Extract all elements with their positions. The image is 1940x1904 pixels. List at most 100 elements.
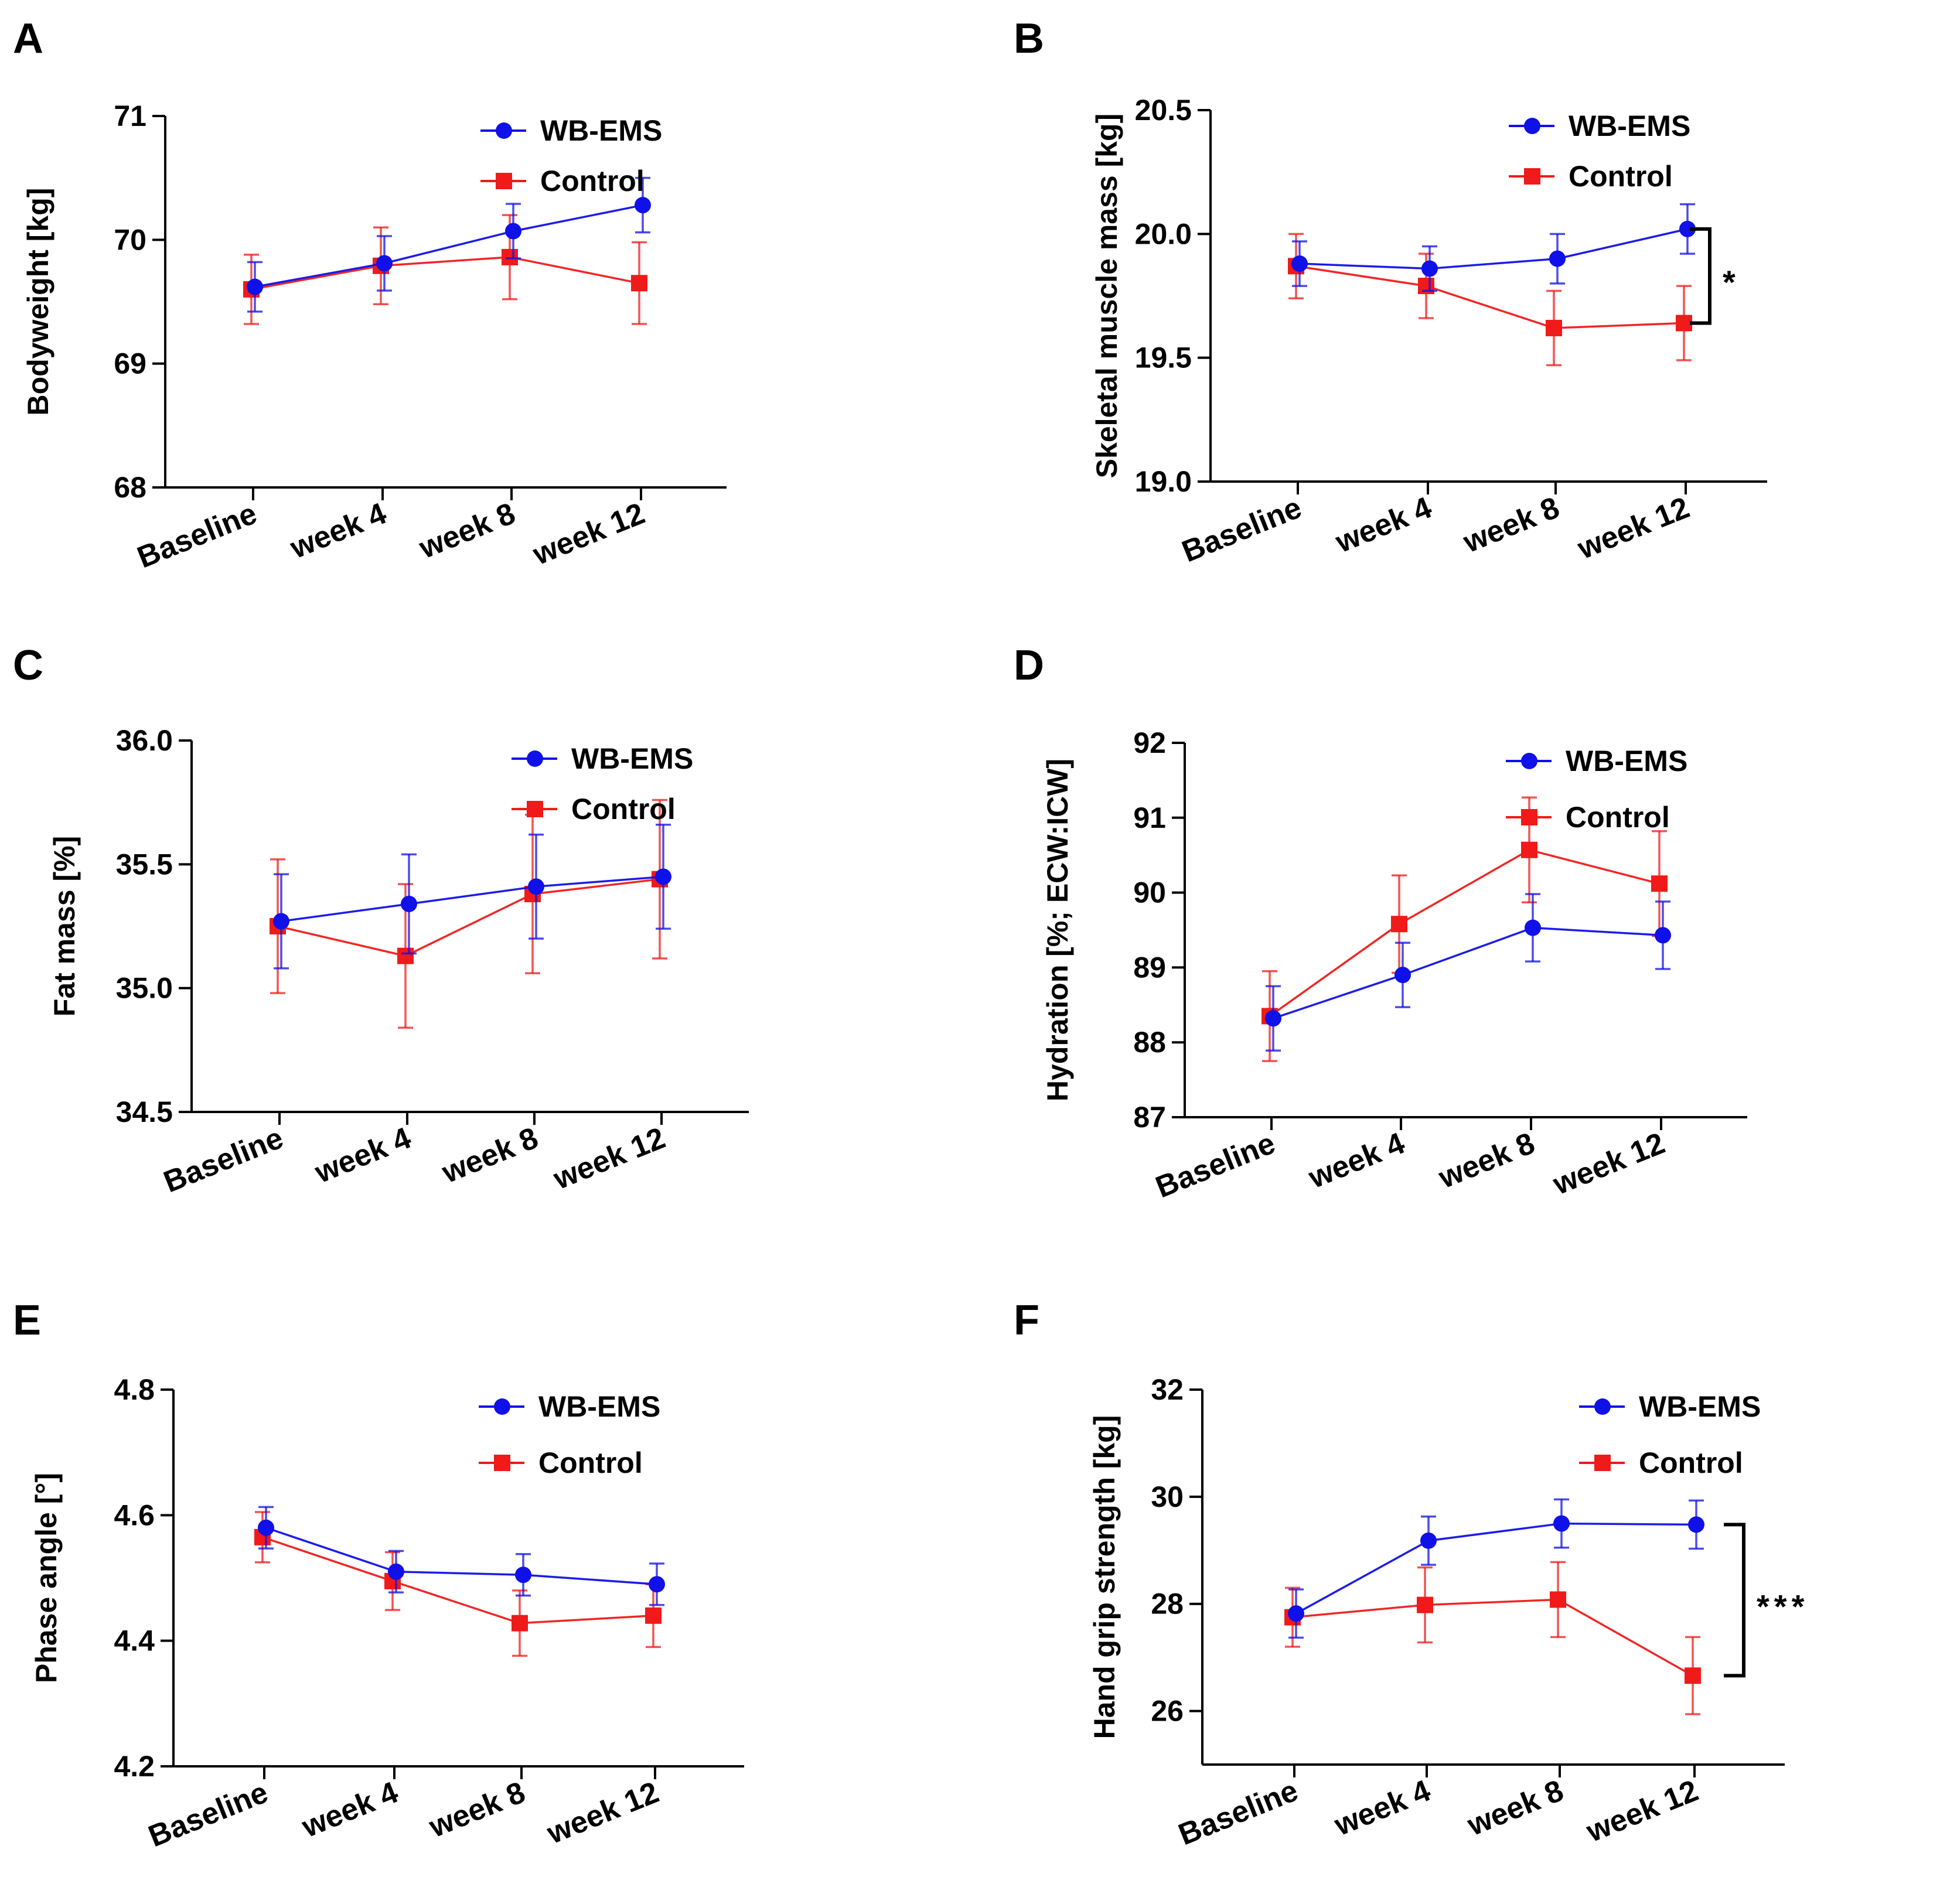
legend: WB-EMS Control xyxy=(512,742,693,825)
legend: WB-EMS Control xyxy=(480,114,662,197)
panel-label: C xyxy=(13,642,43,689)
series-control xyxy=(1288,233,1692,367)
series-line xyxy=(1295,265,1685,329)
x-tick-label: week 4 xyxy=(1331,490,1437,559)
panel-label: F xyxy=(1014,1297,1039,1344)
panel-d: D 87 88 89 90 91 92 Hydration [%; ECW:ICW] Basel… xyxy=(1014,642,1747,1204)
y-tick-label: 20.0 xyxy=(1135,217,1192,250)
y-tick-label: 34.5 xyxy=(116,1096,173,1128)
legend-marker xyxy=(527,750,543,767)
y-axis-title: Phase angle [°] xyxy=(30,1473,63,1683)
data-point xyxy=(1525,919,1541,936)
data-point xyxy=(247,278,263,295)
series-line xyxy=(1299,228,1688,270)
y-tick-label: 69 xyxy=(114,347,146,380)
legend-label: Control xyxy=(571,793,676,825)
series-control xyxy=(1284,1561,1701,1715)
data-point xyxy=(1265,1010,1281,1027)
data-point xyxy=(655,868,671,885)
bracket-line xyxy=(1690,227,1711,325)
series-control xyxy=(243,214,647,325)
x-tick-label: week 12 xyxy=(1573,490,1694,566)
data-point xyxy=(397,947,414,964)
panel-label: B xyxy=(1014,15,1044,62)
data-point xyxy=(273,913,289,930)
y-tick-label: 68 xyxy=(114,471,146,504)
significance-label: * xyxy=(1723,264,1740,301)
x-tick-label: week 4 xyxy=(285,496,391,565)
data-point xyxy=(1288,1605,1304,1622)
legend-label: WB-EMS xyxy=(571,742,693,775)
legend-label: WB-EMS xyxy=(1639,1390,1761,1423)
data-point xyxy=(1655,927,1671,944)
x-tick-label: Baseline xyxy=(1177,490,1306,569)
data-point xyxy=(635,197,651,214)
legend-marker xyxy=(1524,168,1540,185)
data-point xyxy=(645,1607,662,1624)
series-wb-ems xyxy=(258,1506,665,1606)
y-tick-label: 28 xyxy=(1151,1588,1184,1620)
series-wb-ems xyxy=(1291,203,1696,292)
y-tick-label: 88 xyxy=(1133,1026,1166,1059)
x-tick-label: Baseline xyxy=(1174,1773,1303,1852)
x-tick-label: week 8 xyxy=(1462,1773,1569,1842)
legend-marker xyxy=(494,1398,510,1415)
series-line xyxy=(254,204,643,288)
y-tick-label: 4.4 xyxy=(114,1625,155,1657)
legend-marker xyxy=(496,173,512,189)
legend-label: WB-EMS xyxy=(1569,110,1690,142)
data-point xyxy=(1395,967,1411,984)
x-tick-label: week 4 xyxy=(1304,1126,1410,1195)
x-tick-label: week 8 xyxy=(424,1775,530,1844)
series-wb-ems xyxy=(247,176,651,313)
y-axis-title: Hydration [%; ECW:ICW] xyxy=(1041,759,1074,1101)
x-tick-label: Baseline xyxy=(144,1775,272,1854)
series-wb-ems xyxy=(1265,893,1671,1052)
series-line xyxy=(1295,1522,1697,1615)
y-tick-label: 19.5 xyxy=(1135,342,1192,374)
legend-marker xyxy=(494,1455,510,1471)
x-tick-label: week 12 xyxy=(542,1775,664,1851)
x-tick-label: Baseline xyxy=(132,496,261,575)
data-point xyxy=(502,248,518,265)
data-point xyxy=(258,1519,274,1536)
y-tick-label: 20.5 xyxy=(1135,94,1192,127)
y-tick-label: 30 xyxy=(1151,1480,1184,1513)
y-tick-label: 4.2 xyxy=(114,1750,155,1783)
data-point xyxy=(515,1567,531,1584)
y-tick-label: 87 xyxy=(1133,1101,1166,1134)
data-point xyxy=(1553,1515,1570,1532)
series-wb-ems xyxy=(1288,1498,1704,1639)
y-tick-label: 89 xyxy=(1133,951,1166,984)
x-tick-label: week 8 xyxy=(414,496,520,565)
series-line xyxy=(1273,926,1663,1019)
series-control xyxy=(254,1511,662,1657)
y-axis-title: Fat mass [%] xyxy=(48,836,81,1016)
x-tick-label: Baseline xyxy=(159,1121,288,1199)
legend: WB-EMS Control xyxy=(479,1390,660,1479)
y-tick-label: 4.6 xyxy=(114,1499,155,1531)
legend-label: WB-EMS xyxy=(540,114,662,147)
y-tick-label: 19.0 xyxy=(1135,465,1192,498)
y-axis-title: Hand grip strength [kg] xyxy=(1088,1415,1121,1739)
data-point xyxy=(1676,315,1692,332)
panel-b: B 19.0 19.5 20.0 20.5 Skeletal muscle mass [k… xyxy=(1014,15,1767,569)
data-point xyxy=(1521,841,1537,858)
y-tick-label: 4.8 xyxy=(114,1373,155,1406)
data-point xyxy=(1550,1591,1566,1608)
y-tick-label: 70 xyxy=(114,223,146,256)
series-line xyxy=(251,256,640,291)
data-point xyxy=(388,1563,404,1580)
series-line xyxy=(265,1527,657,1585)
panel-label: A xyxy=(13,15,43,62)
x-tick-label: Baseline xyxy=(1151,1126,1280,1204)
legend-marker xyxy=(1594,1455,1611,1471)
y-tick-label: 71 xyxy=(114,100,146,132)
bracket-line xyxy=(1724,1523,1745,1678)
data-point xyxy=(376,255,393,272)
legend-marker xyxy=(496,122,512,139)
panel-a: A 68 69 70 71 Bodyweight [kg] Baseline week 4 we… xyxy=(13,15,727,575)
x-tick-label: week 8 xyxy=(437,1121,543,1190)
series-control xyxy=(1261,796,1668,1062)
